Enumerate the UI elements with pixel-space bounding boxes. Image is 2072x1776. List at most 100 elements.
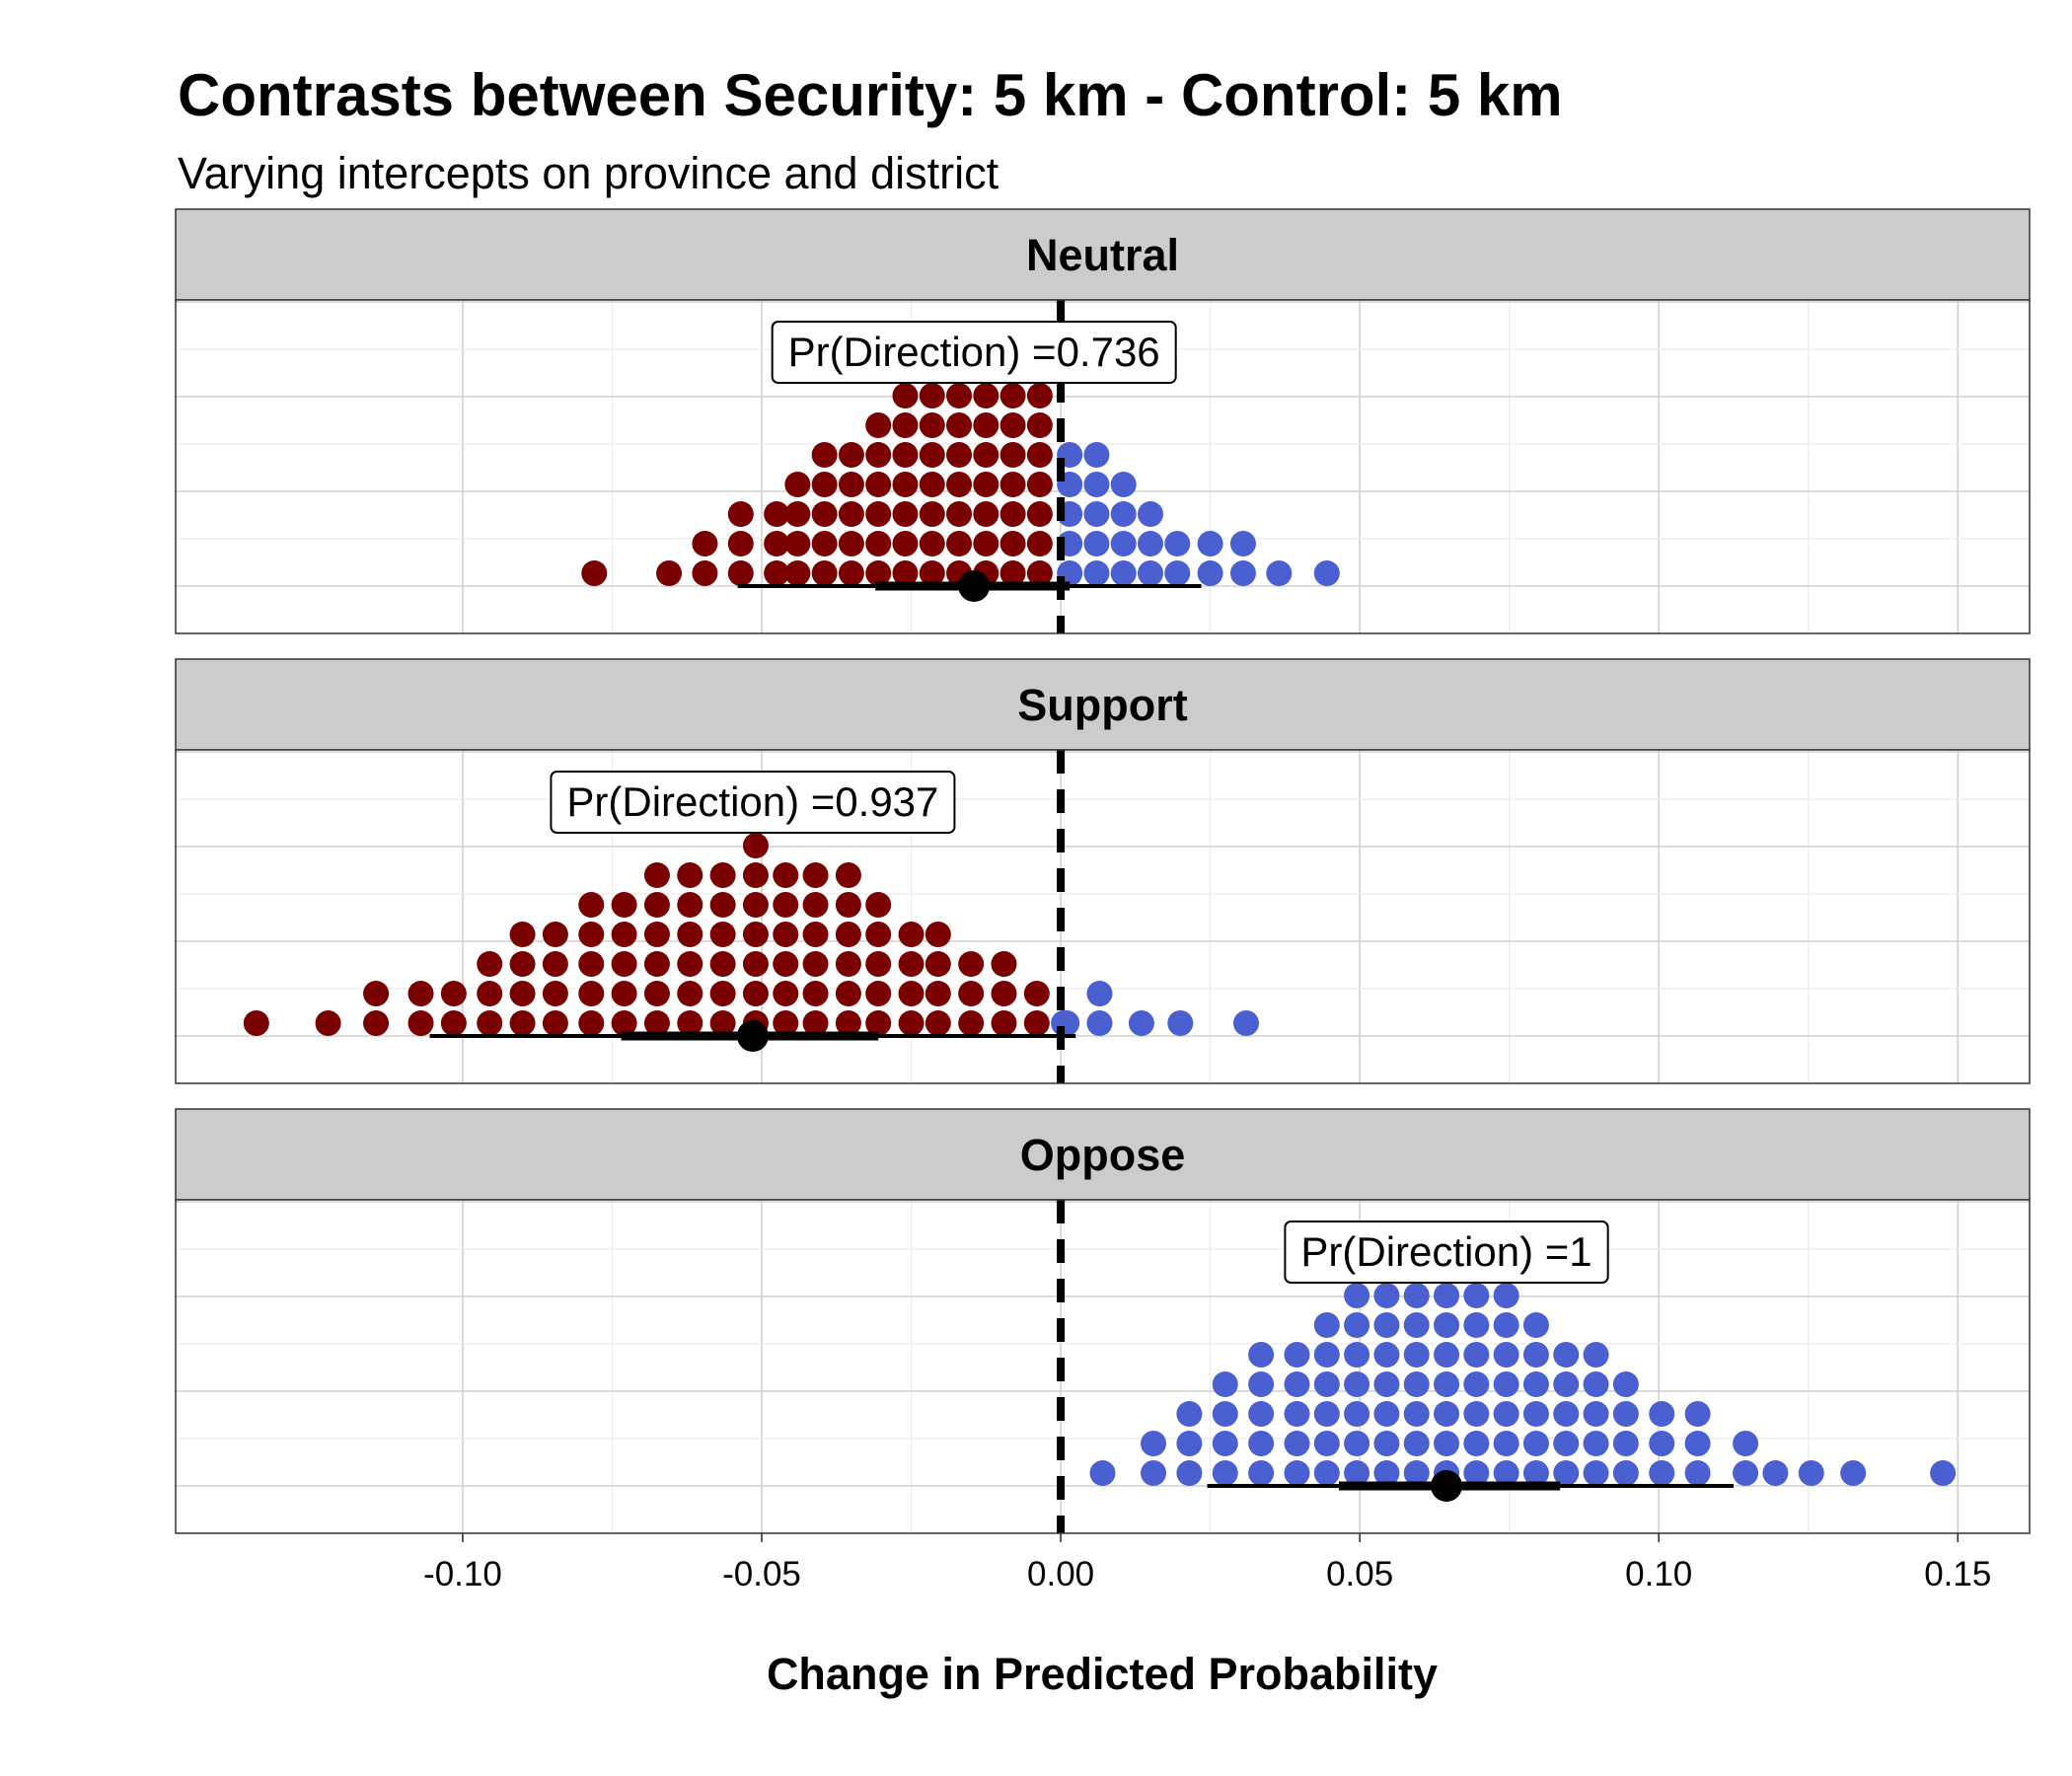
dot — [1463, 1312, 1490, 1338]
dot — [946, 383, 973, 408]
dot — [1403, 1283, 1430, 1308]
point-estimate — [958, 570, 991, 602]
dot — [1176, 1460, 1203, 1486]
dot — [1141, 1460, 1167, 1486]
dot — [440, 981, 467, 1006]
dot — [1434, 1431, 1460, 1456]
dot — [1128, 1010, 1154, 1036]
dot — [1167, 1010, 1194, 1036]
dot — [1373, 1371, 1400, 1397]
dot — [1522, 1312, 1549, 1338]
dot — [802, 1010, 829, 1036]
dot — [709, 1010, 736, 1036]
dot-stack — [1089, 1283, 1957, 1486]
dot — [919, 501, 945, 527]
dot — [919, 383, 945, 408]
dot — [991, 951, 1017, 977]
dot — [865, 472, 892, 497]
dot — [835, 922, 861, 947]
dot — [1137, 560, 1163, 586]
dot — [1197, 531, 1223, 556]
dot — [1229, 560, 1256, 586]
dot — [1344, 1371, 1370, 1397]
x-axis: -0.10 -0.05 0.00 0.05 0.10 0.15 — [423, 1533, 1991, 1593]
dot — [1583, 1460, 1609, 1486]
dot — [1026, 560, 1053, 586]
dot — [991, 1010, 1017, 1036]
dot — [509, 981, 536, 1006]
dot — [1553, 1371, 1580, 1397]
dot — [1553, 1342, 1580, 1368]
dot — [1344, 1283, 1370, 1308]
dot — [1141, 1431, 1167, 1456]
dot — [1522, 1342, 1549, 1368]
dot — [643, 892, 670, 918]
dot — [946, 501, 973, 527]
dot — [898, 1010, 925, 1036]
dot — [407, 981, 434, 1006]
dot — [1762, 1460, 1789, 1486]
dot — [709, 892, 736, 918]
dot — [1840, 1460, 1867, 1486]
dot — [764, 560, 790, 586]
dot — [742, 833, 769, 858]
dot — [925, 922, 951, 947]
panel-border — [175, 299, 2031, 634]
dot — [542, 981, 568, 1006]
dot — [991, 981, 1017, 1006]
dot — [611, 981, 637, 1006]
dot — [1463, 1431, 1490, 1456]
dot — [1553, 1431, 1580, 1456]
dot — [1583, 1342, 1609, 1368]
dot — [1026, 531, 1053, 556]
dot — [1493, 1371, 1519, 1397]
dot — [1684, 1460, 1711, 1486]
dot — [1344, 1312, 1370, 1338]
dot — [643, 1010, 670, 1036]
dot — [958, 951, 985, 977]
dot — [742, 892, 769, 918]
dot — [1248, 1401, 1275, 1427]
dot — [509, 1010, 536, 1036]
dot — [1434, 1401, 1460, 1427]
dot — [999, 531, 1026, 556]
dot — [764, 531, 790, 556]
dot — [811, 560, 838, 586]
dot — [1684, 1431, 1711, 1456]
dot — [1110, 501, 1137, 527]
dot — [1026, 412, 1053, 438]
dot — [1313, 560, 1340, 586]
dot — [1434, 1283, 1460, 1308]
dot — [677, 1010, 703, 1036]
dot — [1083, 472, 1110, 497]
dot — [1026, 383, 1053, 408]
dot — [925, 1010, 951, 1036]
dot — [1313, 1371, 1340, 1397]
dot — [578, 981, 605, 1006]
dot — [835, 951, 861, 977]
dot — [802, 951, 829, 977]
dot — [1463, 1401, 1490, 1427]
dot — [1930, 1460, 1957, 1486]
facet-strip-label: Support — [1017, 680, 1187, 730]
dot — [1649, 1431, 1675, 1456]
dot — [865, 951, 892, 977]
dot — [946, 442, 973, 468]
dot — [773, 892, 799, 918]
dot — [1463, 1460, 1490, 1486]
x-tick-label: 0.10 — [1625, 1555, 1692, 1593]
dot — [1137, 531, 1163, 556]
dot — [440, 1010, 467, 1036]
x-tick-label: 0.05 — [1326, 1555, 1393, 1593]
dot — [999, 560, 1026, 586]
facet-panel-support: Support Pr(Direction) =0.937 — [175, 658, 2031, 1084]
dot — [835, 892, 861, 918]
dot — [611, 922, 637, 947]
direction-label: Pr(Direction) =1 — [1284, 1221, 1609, 1284]
panel-border — [175, 1199, 2031, 1534]
dot — [811, 501, 838, 527]
dot — [973, 442, 999, 468]
dot — [1612, 1460, 1639, 1486]
dot — [892, 531, 919, 556]
